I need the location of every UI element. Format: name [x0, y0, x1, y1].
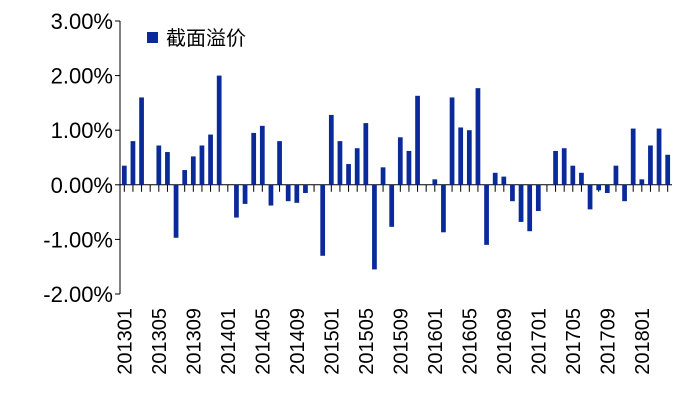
bar-201802 — [648, 145, 653, 185]
bar-201305 — [156, 145, 162, 185]
bar-series — [121, 75, 671, 270]
bar-201311 — [208, 134, 213, 185]
x-tick-label: 201301 — [114, 308, 136, 375]
bar-201407 — [277, 141, 282, 185]
bar-201509 — [397, 137, 403, 185]
bar-201612 — [527, 184, 533, 232]
bar-201312 — [216, 75, 222, 185]
y-tick-label: 3.00% — [51, 9, 113, 34]
x-tick-label: 201701 — [528, 308, 550, 375]
bar-201604 — [458, 127, 464, 185]
bar-201603 — [449, 97, 455, 185]
x-tick-label: 201601 — [425, 308, 447, 375]
bar-201607 — [484, 184, 489, 245]
bar-201601 — [432, 179, 438, 185]
x-tick-label: 201505 — [356, 308, 378, 375]
bar-201610 — [510, 184, 515, 202]
x-tick-label: 201609 — [494, 308, 516, 375]
bar-201609 — [501, 176, 507, 185]
x-tick-label: 201305 — [149, 308, 171, 375]
bar-201301 — [121, 165, 127, 185]
bar-201409 — [294, 184, 300, 203]
x-axis: 201301 201305 201309 201401 201405 201409 2015… — [114, 184, 672, 375]
bar-201405 — [259, 125, 265, 185]
bar-201404 — [251, 132, 257, 185]
bar-201307 — [173, 184, 179, 238]
bar-201408 — [285, 184, 291, 202]
bar-201505 — [363, 123, 369, 185]
bar-201303 — [139, 97, 144, 185]
legend-swatch — [147, 32, 158, 43]
bar-201412 — [320, 184, 326, 256]
bar-201309 — [190, 156, 196, 185]
bar-201501 — [328, 114, 334, 185]
y-tick-label: 1.00% — [51, 118, 113, 143]
bar-201504 — [354, 148, 360, 185]
legend-label: 截面溢价 — [166, 26, 246, 50]
y-tick-label: 2.00% — [51, 64, 113, 89]
bar-201803 — [656, 128, 662, 185]
bar-201608 — [492, 172, 498, 185]
y-tick-label: -1.00% — [43, 227, 113, 252]
bar-201710 — [613, 165, 619, 185]
legend: 截面溢价 — [147, 26, 246, 50]
y-tick-label: -2.00% — [43, 282, 113, 307]
bar-201308 — [182, 170, 188, 185]
bar-201708 — [596, 184, 602, 191]
bar-201406 — [268, 184, 274, 206]
bar-201410 — [303, 184, 308, 193]
bar-201402 — [234, 184, 239, 218]
bar-201503 — [346, 164, 351, 185]
bar-201511 — [415, 95, 420, 185]
bar-201507 — [380, 167, 386, 185]
x-tick-label: 201501 — [321, 308, 343, 375]
x-tick-label: 201801 — [632, 308, 654, 375]
bar-201506 — [372, 184, 377, 270]
bar-201801 — [639, 179, 645, 185]
bar-201707 — [587, 184, 593, 210]
x-tick-label: 201405 — [252, 308, 274, 375]
bar-201302 — [130, 141, 136, 185]
x-tick-label: 201401 — [218, 308, 240, 375]
bar-201606 — [475, 88, 481, 185]
bar-201602 — [441, 184, 446, 233]
bar-201712 — [630, 128, 636, 185]
bar-201706 — [579, 172, 584, 185]
x-tick-label: 201709 — [597, 308, 619, 375]
bar-201611 — [518, 184, 524, 222]
bar-201605 — [466, 130, 472, 185]
y-axis: -2.00% -1.00% 0.00% 1.00% 2.00% 3.00% — [43, 9, 121, 307]
x-tick-label: 201605 — [459, 308, 481, 375]
bar-201508 — [389, 184, 395, 227]
y-tick-label: 0.00% — [51, 173, 113, 198]
x-tick-label: 201409 — [287, 308, 309, 375]
bar-201703 — [553, 150, 558, 185]
bar-201709 — [604, 184, 610, 193]
bar-201804 — [665, 154, 671, 185]
bar-201310 — [199, 145, 205, 185]
bar-201306 — [165, 152, 170, 185]
bar-201403 — [242, 184, 248, 204]
x-tick-label: 201309 — [183, 308, 205, 375]
bar-201704 — [561, 148, 567, 185]
bar-201502 — [337, 141, 343, 185]
bar-201711 — [622, 184, 627, 202]
bar-201705 — [570, 165, 576, 185]
x-tick-label: 201509 — [390, 308, 412, 375]
x-tick-label: 201705 — [563, 308, 585, 375]
bar-201701 — [535, 184, 541, 212]
bar-201510 — [406, 150, 412, 185]
